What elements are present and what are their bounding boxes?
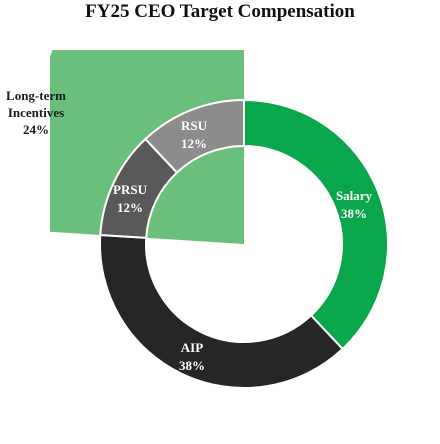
chart-title: FY25 CEO Target Compensation xyxy=(85,1,355,22)
slice-salary xyxy=(243,98,389,351)
group-label: Long-term Incentives 24% xyxy=(6,88,66,137)
slice-aip xyxy=(99,233,344,389)
slice-label-aip: AIP 38% xyxy=(179,340,205,373)
slice-label-salary: Salary 38% xyxy=(336,188,373,221)
slice-rsu xyxy=(144,98,245,174)
slice-label-rsu: RSU 12% xyxy=(181,118,208,151)
slice-label-prsu: PRSU 12% xyxy=(113,182,148,215)
